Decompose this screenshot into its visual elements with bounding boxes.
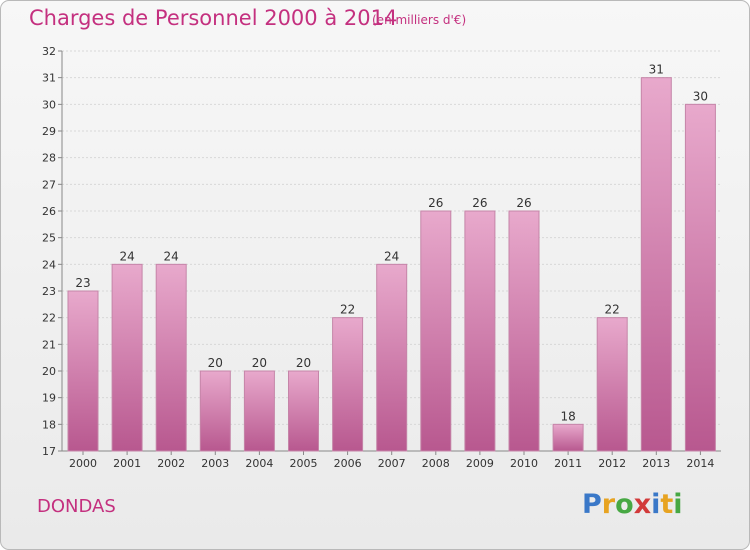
value-label-2005: 20 [296, 356, 311, 370]
x-tick-label-2008: 2008 [422, 457, 450, 470]
logo-letter: r [601, 489, 616, 520]
x-tick-label-2009: 2009 [466, 457, 494, 470]
y-tick-label: 24 [42, 258, 56, 271]
bar-2007 [376, 263, 408, 452]
value-label-2008: 26 [428, 196, 443, 210]
bar-2005 [288, 370, 319, 452]
bar-2003 [199, 370, 231, 452]
bar-2006 [332, 317, 364, 452]
y-tick-label: 20 [42, 365, 56, 378]
proxiti-logo[interactable]: Proxiti [582, 489, 683, 520]
value-label-2007: 24 [384, 249, 399, 263]
bars [67, 77, 716, 452]
y-tick-label: 28 [42, 152, 56, 165]
labels: 17 18 19 20 21 22 23 24 25 26 27 28 29 30 31 32 2000 23 20… [42, 45, 714, 470]
logo-letter: o [615, 489, 634, 520]
y-tick-label: 17 [42, 445, 56, 458]
bar-2002 [155, 263, 187, 452]
bar-2014 [684, 103, 716, 452]
x-tick-label-2006: 2006 [334, 457, 362, 470]
x-tick-label-2002: 2002 [157, 457, 185, 470]
value-label-2000: 23 [75, 276, 90, 290]
logo-letter: P [582, 489, 602, 520]
bar-2011 [552, 423, 584, 452]
x-tick-label-2010: 2010 [510, 457, 538, 470]
y-tick-label: 26 [42, 205, 56, 218]
chart-unit-label: (en milliers d'€) [372, 13, 467, 27]
y-tick-label: 31 [42, 72, 56, 85]
x-tick-label-2004: 2004 [245, 457, 273, 470]
bar-2013 [640, 77, 672, 452]
bar-2008 [420, 210, 452, 452]
y-tick-label: 18 [42, 418, 56, 431]
y-tick-label: 29 [42, 125, 56, 138]
value-label-2014: 30 [693, 89, 708, 103]
y-tick-label: 32 [42, 45, 56, 58]
bar-2000 [67, 290, 99, 452]
x-tick-label-2001: 2001 [113, 457, 141, 470]
commune-name: DONDAS [37, 496, 116, 517]
value-label-2003: 20 [208, 356, 223, 370]
bar-2009 [464, 210, 496, 452]
y-tick-label: 30 [42, 98, 56, 111]
x-tick-label-2013: 2013 [642, 457, 670, 470]
logo-letter: x [633, 489, 652, 520]
y-tick-label: 23 [42, 285, 56, 298]
logo-letter: t [660, 489, 674, 520]
value-label-2013: 31 [649, 63, 664, 77]
logo-letter: i [651, 489, 661, 520]
y-tick-label: 27 [42, 178, 56, 191]
value-label-2011: 18 [560, 409, 575, 423]
value-label-2004: 20 [252, 356, 267, 370]
value-label-2009: 26 [472, 196, 487, 210]
y-tick-label: 19 [42, 392, 56, 405]
x-tick-label-2014: 2014 [686, 457, 714, 470]
value-label-2001: 24 [119, 249, 134, 263]
y-tick-label: 25 [42, 232, 56, 245]
x-tick-label-2003: 2003 [201, 457, 229, 470]
x-tick-label-2011: 2011 [554, 457, 582, 470]
bar-2004 [243, 370, 275, 452]
value-label-2002: 24 [164, 249, 179, 263]
value-label-2010: 26 [516, 196, 531, 210]
x-tick-label-2012: 2012 [598, 457, 626, 470]
y-tick-label: 22 [42, 312, 56, 325]
value-label-2012: 22 [605, 303, 620, 317]
chart-title: Charges de Personnel 2000 à 2014 [29, 6, 398, 30]
bar-2010 [508, 210, 540, 452]
logo-letter: i [673, 489, 683, 520]
y-tick-label: 21 [42, 338, 56, 351]
bar-2001 [111, 263, 143, 452]
x-tick-label-2007: 2007 [378, 457, 406, 470]
value-label-2006: 22 [340, 303, 355, 317]
x-tick-label-2000: 2000 [69, 457, 97, 470]
x-tick-label-2005: 2005 [290, 457, 318, 470]
bar-2012 [596, 317, 628, 452]
